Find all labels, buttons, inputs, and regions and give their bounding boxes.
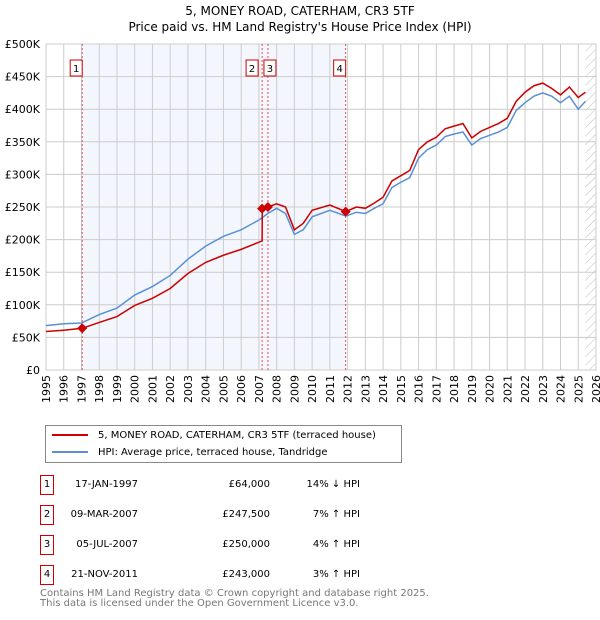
- footer-line: Contains HM Land Registry data © Crown c…: [40, 588, 429, 599]
- x-tick-label: 2021: [501, 375, 514, 403]
- x-tick-label: 2009: [288, 375, 301, 403]
- y-tick-label: £250K: [5, 201, 41, 214]
- transaction-marker: 2: [40, 505, 54, 525]
- legend-label: 5, MONEY ROAD, CATERHAM, CR3 5TF (terrac…: [98, 429, 376, 441]
- transaction-marker: 4: [40, 565, 54, 585]
- x-tick-label: 2018: [448, 375, 461, 403]
- x-tick-label: 2001: [146, 375, 159, 403]
- y-tick-label: £100K: [5, 299, 41, 312]
- x-tick-label: 2022: [519, 375, 532, 403]
- x-tick-label: 2019: [466, 375, 479, 403]
- transaction-point: [262, 202, 273, 212]
- price-chart: 1995 1996 1997 1998 1999 2000 2001 2002 2003 2004…: [5, 38, 600, 403]
- transaction-point: [77, 323, 88, 334]
- transaction-marker: 1: [40, 475, 54, 495]
- y-tick-label: £450K: [5, 71, 41, 84]
- transaction-price: £250,000: [222, 539, 270, 550]
- x-tick-label: 2012: [342, 375, 355, 403]
- transaction-marker: 3: [40, 535, 54, 555]
- x-tick-label: 2002: [164, 375, 177, 403]
- chart-title: 5, MONEY ROAD, CATERHAM, CR3 5TF: [185, 4, 415, 18]
- y-tick-label: £300K: [5, 168, 41, 181]
- transaction-row: 3 05-JUL-2007 £250,000 4% ↑ HPI: [40, 535, 440, 557]
- x-tick-label: 2003: [182, 375, 195, 403]
- chart-subtitle: Price paid vs. HM Land Registry's House …: [128, 20, 472, 34]
- y-tick-label: £0: [26, 364, 40, 377]
- transaction-label-box: [245, 59, 259, 77]
- footer: Contains HM Land Registry data © Crown c…: [40, 589, 429, 609]
- transaction-date: 05-JUL-2007: [76, 539, 138, 550]
- x-tick-label: 2005: [217, 375, 230, 403]
- x-tick-label: 2024: [555, 375, 568, 403]
- x-tick-label: 2008: [271, 375, 284, 403]
- transaction-label: 4: [336, 64, 342, 75]
- x-tick-label: 2004: [200, 375, 213, 403]
- transaction-hpi-diff: 3% ↑ HPI: [312, 569, 360, 580]
- x-tick-label: 1996: [58, 375, 71, 403]
- x-tick-label: 2017: [430, 375, 443, 403]
- legend-item-hpi: HPI: Average price, terraced house, Tand…: [46, 444, 327, 460]
- hpi-line: [45, 92, 586, 327]
- y-tick-label: £350K: [5, 136, 41, 149]
- y-tick-label: £150K: [5, 266, 41, 279]
- transaction-row: 4 21-NOV-2011 £243,000 3% ↑ HPI: [40, 565, 440, 587]
- transaction-label: 1: [73, 64, 79, 75]
- x-tick-label: 2006: [235, 375, 248, 403]
- transaction-label-box: [69, 59, 83, 77]
- x-tick-label: 2011: [324, 375, 337, 403]
- transaction-price: £247,500: [222, 509, 270, 520]
- x-tick-label: 1999: [111, 375, 124, 403]
- transaction-hpi-diff: 4% ↑ HPI: [312, 539, 360, 550]
- legend-item-property: 5, MONEY ROAD, CATERHAM, CR3 5TF (terrac…: [46, 427, 376, 443]
- transaction-row: 2 09-MAR-2007 £247,500 7% ↑ HPI: [40, 505, 440, 527]
- x-tick-label: 1995: [40, 375, 53, 403]
- y-tick-label: £500K: [5, 38, 41, 51]
- x-tick-label: 2010: [306, 375, 319, 403]
- x-tick-label: 2007: [253, 375, 266, 403]
- transaction-label: 3: [267, 64, 273, 75]
- x-tick-label: 2025: [572, 375, 585, 403]
- x-tick-label: 2013: [359, 375, 372, 403]
- y-tick-label: £200K: [5, 234, 41, 247]
- x-tick-label: 2020: [484, 375, 497, 403]
- x-tick-label: 2014: [377, 375, 390, 403]
- legend-label: HPI: Average price, terraced house, Tand…: [98, 446, 328, 458]
- plot-frame: [45, 43, 597, 371]
- price-line: [45, 82, 586, 333]
- legend: 5, MONEY ROAD, CATERHAM, CR3 5TF (terrac…: [45, 425, 402, 463]
- x-tick-label: 2015: [395, 375, 408, 403]
- transaction-hpi-diff: 7% ↑ HPI: [312, 509, 360, 520]
- x-tick-label: 2016: [413, 375, 426, 403]
- transaction-label: 2: [249, 64, 255, 75]
- transaction-price: £64,000: [228, 479, 270, 490]
- transaction-row: 1 17-JAN-1997 £64,000 14% ↓ HPI: [40, 475, 440, 497]
- legend-swatch: [52, 451, 88, 453]
- x-tick-label: 1998: [93, 375, 106, 403]
- transaction-label-box: [333, 59, 347, 77]
- footer-line: This data is licensed under the Open Gov…: [40, 598, 359, 609]
- transaction-point: [340, 206, 351, 217]
- transaction-hpi-diff: 14% ↓ HPI: [306, 479, 360, 490]
- x-tick-label: 2000: [129, 375, 142, 403]
- transaction-price: £243,000: [222, 569, 270, 580]
- transaction-date: 17-JAN-1997: [74, 479, 138, 490]
- legend-swatch: [52, 434, 88, 436]
- x-tick-label: 1997: [75, 375, 88, 403]
- transaction-date: 09-MAR-2007: [70, 509, 138, 520]
- x-tick-label: 2026: [590, 375, 600, 403]
- transaction-date: 21-NOV-2011: [71, 569, 138, 580]
- transaction-label-box: [263, 59, 277, 77]
- y-tick-label: £50K: [12, 331, 41, 344]
- x-tick-label: 2023: [537, 375, 550, 403]
- y-tick-label: £400K: [5, 103, 41, 116]
